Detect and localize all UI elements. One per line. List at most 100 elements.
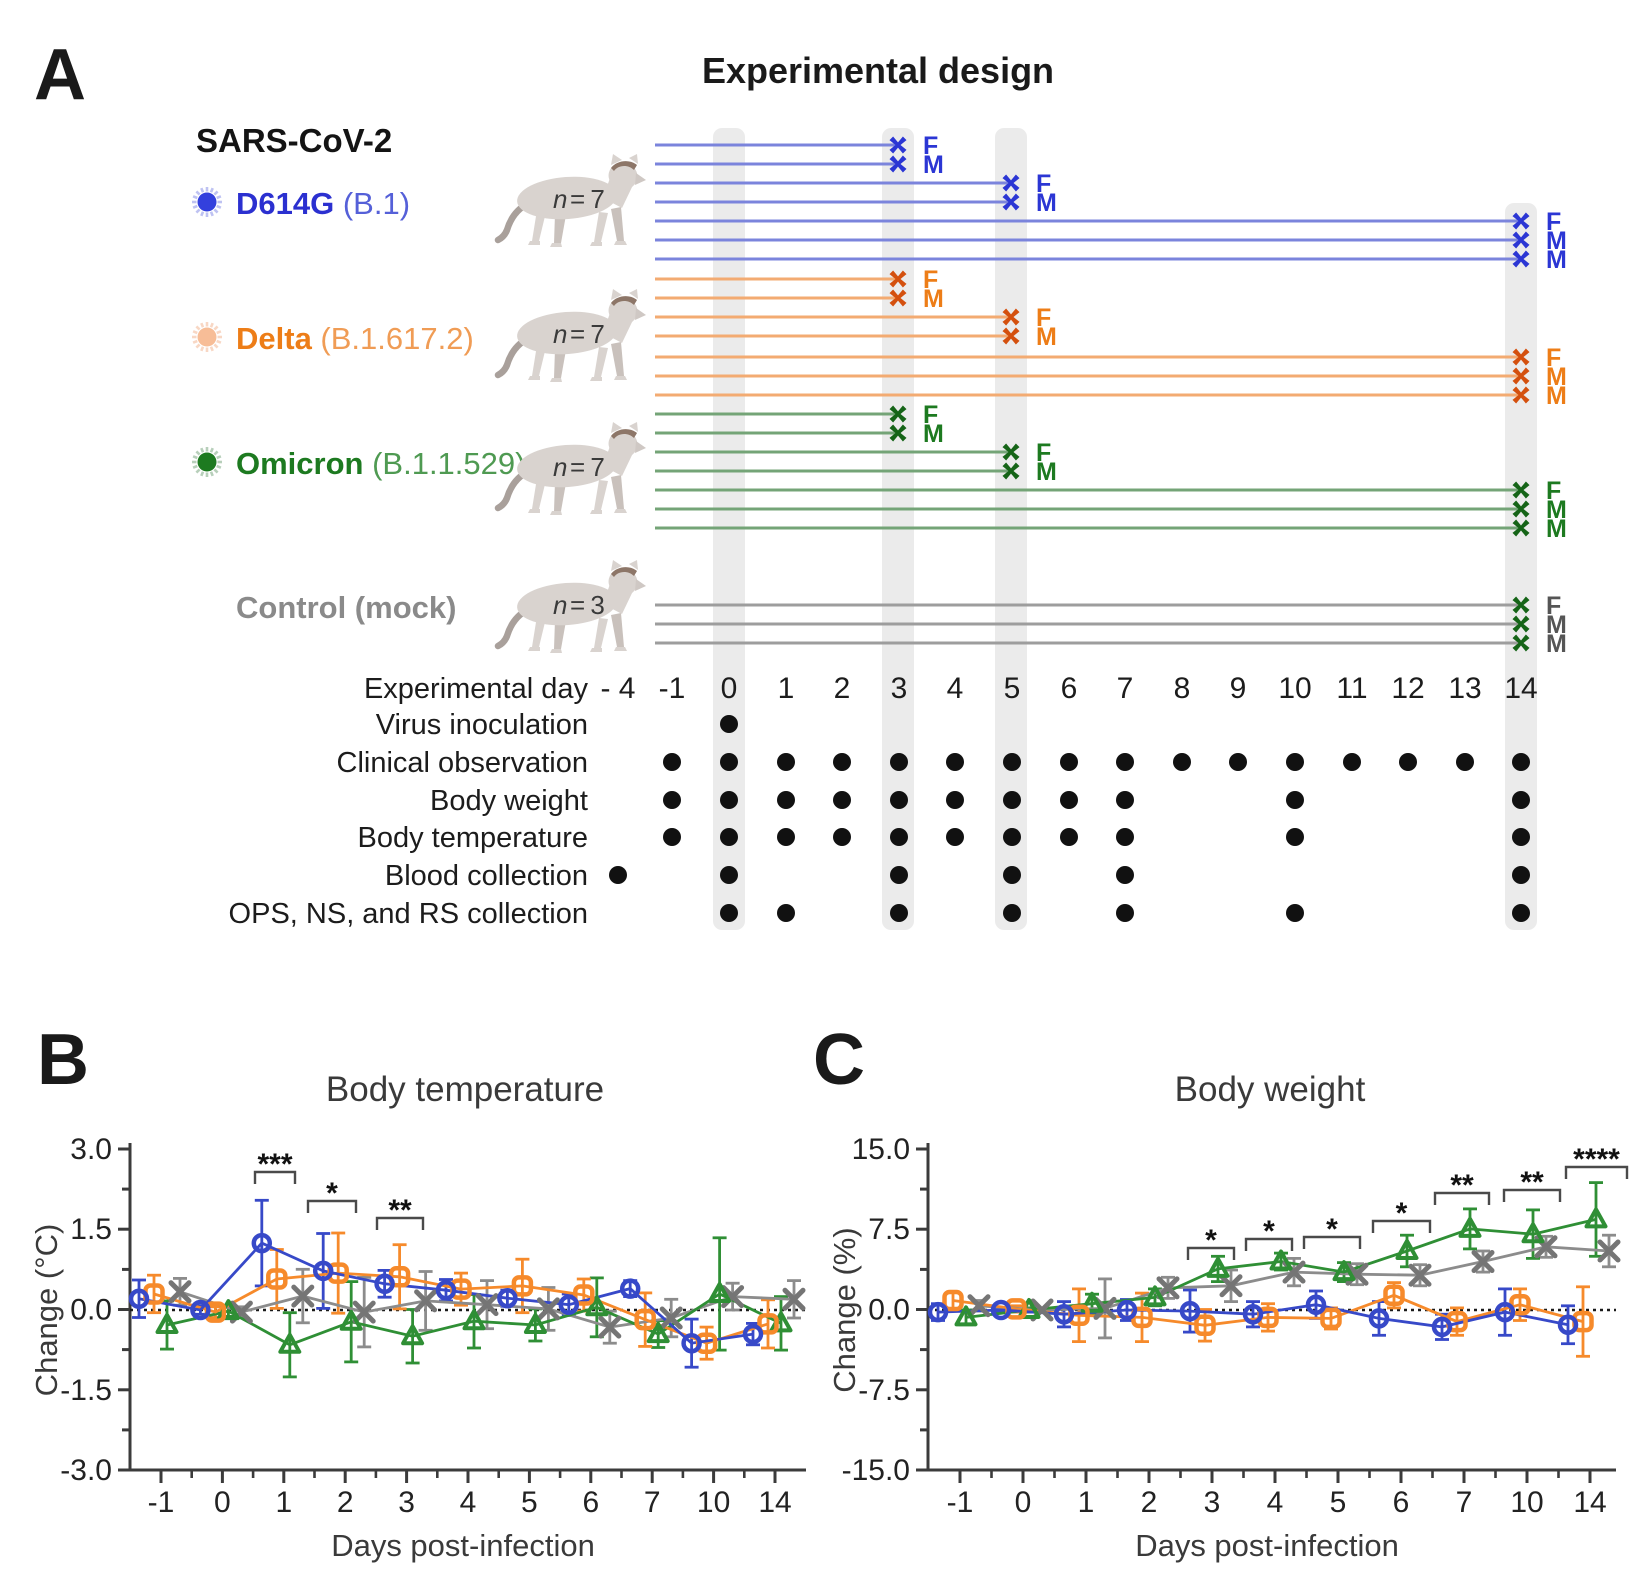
svg-text:= 7: = 7 xyxy=(570,452,605,482)
svg-text:*: * xyxy=(1263,1215,1275,1248)
svg-text:****: **** xyxy=(1573,1143,1620,1176)
svg-text:= 3: = 3 xyxy=(570,590,605,620)
svg-text:M: M xyxy=(1546,227,1567,255)
svg-text:F: F xyxy=(1036,170,1051,198)
svg-text:Control (mock): Control (mock) xyxy=(236,590,456,625)
svg-text:3.0: 3.0 xyxy=(70,1133,112,1166)
svg-text:4: 4 xyxy=(947,672,964,705)
svg-text:-3.0: -3.0 xyxy=(60,1454,112,1487)
svg-text:3: 3 xyxy=(1204,1486,1221,1519)
svg-text:9: 9 xyxy=(1230,672,1247,705)
svg-text:10: 10 xyxy=(1278,672,1311,705)
svg-text:n: n xyxy=(553,319,567,349)
svg-text:5: 5 xyxy=(1330,1486,1347,1519)
svg-text:-1: -1 xyxy=(148,1486,175,1519)
svg-text:M: M xyxy=(923,420,944,448)
svg-text:0.0: 0.0 xyxy=(868,1294,910,1327)
svg-text:A: A xyxy=(34,35,86,115)
svg-text:F: F xyxy=(1036,439,1051,467)
svg-text:0: 0 xyxy=(214,1486,231,1519)
svg-text:*: * xyxy=(1396,1197,1408,1230)
svg-text:1: 1 xyxy=(778,672,795,705)
svg-text:***: *** xyxy=(257,1148,292,1181)
svg-text:2: 2 xyxy=(834,672,851,705)
svg-text:0: 0 xyxy=(721,672,738,705)
svg-text:SARS-CoV-2: SARS-CoV-2 xyxy=(196,122,392,159)
svg-text:n: n xyxy=(553,452,567,482)
svg-text:M: M xyxy=(1546,246,1567,274)
svg-text:**: ** xyxy=(388,1194,412,1227)
svg-text:14: 14 xyxy=(1504,672,1537,705)
svg-text:M: M xyxy=(1036,323,1057,351)
svg-text:= 7: = 7 xyxy=(570,319,605,349)
svg-text:4: 4 xyxy=(460,1486,477,1519)
svg-text:3: 3 xyxy=(398,1486,415,1519)
svg-text:1.5: 1.5 xyxy=(70,1213,112,1246)
svg-text:B: B xyxy=(37,1020,89,1100)
svg-text:M: M xyxy=(1546,515,1567,543)
svg-text:Days post-infection: Days post-infection xyxy=(331,1528,595,1563)
svg-text:5: 5 xyxy=(521,1486,538,1519)
svg-text:-7.5: -7.5 xyxy=(858,1374,910,1407)
svg-text:Change (°C): Change (°C) xyxy=(29,1224,64,1397)
svg-text:Body temperature: Body temperature xyxy=(326,1070,604,1109)
svg-text:OPS, NS, and RS collection: OPS, NS, and RS collection xyxy=(229,898,588,930)
svg-text:-1: -1 xyxy=(659,672,686,705)
svg-text:*: * xyxy=(326,1177,338,1210)
svg-text:**: ** xyxy=(1520,1166,1544,1199)
svg-text:Body temperature: Body temperature xyxy=(357,822,588,854)
svg-text:0.0: 0.0 xyxy=(70,1294,112,1327)
svg-text:-1.5: -1.5 xyxy=(60,1374,112,1407)
svg-text:1: 1 xyxy=(1078,1486,1095,1519)
svg-text:*: * xyxy=(1205,1224,1217,1257)
svg-text:7: 7 xyxy=(644,1486,661,1519)
svg-text:Experimental design: Experimental design xyxy=(702,50,1054,91)
svg-text:8: 8 xyxy=(1174,672,1191,705)
svg-text:F: F xyxy=(923,132,938,160)
svg-text:M: M xyxy=(1036,458,1057,486)
svg-text:M: M xyxy=(1546,611,1567,639)
svg-text:14: 14 xyxy=(758,1486,791,1519)
svg-text:M: M xyxy=(923,151,944,179)
svg-text:F: F xyxy=(1546,477,1561,505)
svg-text:D614G (B.1): D614G (B.1) xyxy=(236,186,410,221)
svg-text:F: F xyxy=(1546,208,1561,236)
svg-text:M: M xyxy=(923,285,944,313)
svg-text:0: 0 xyxy=(1015,1486,1032,1519)
svg-text:Omicron (B.1.1.529): Omicron (B.1.1.529) xyxy=(236,446,525,481)
svg-text:Virus inoculation: Virus inoculation xyxy=(376,709,588,741)
svg-text:F: F xyxy=(923,401,938,429)
svg-text:F: F xyxy=(1036,304,1051,332)
svg-text:6: 6 xyxy=(582,1486,599,1519)
svg-text:**: ** xyxy=(1450,1169,1474,1202)
svg-text:-15.0: -15.0 xyxy=(842,1454,910,1487)
svg-text:= 7: = 7 xyxy=(570,184,605,214)
svg-text:F: F xyxy=(923,266,938,294)
svg-text:2: 2 xyxy=(1141,1486,1158,1519)
svg-text:M: M xyxy=(1036,189,1057,217)
svg-text:15.0: 15.0 xyxy=(852,1133,910,1166)
svg-text:- 4: - 4 xyxy=(600,672,635,705)
svg-text:-1: -1 xyxy=(947,1486,974,1519)
svg-text:Body weight: Body weight xyxy=(430,785,588,817)
svg-text:Days post-infection: Days post-infection xyxy=(1135,1528,1399,1563)
svg-text:7: 7 xyxy=(1117,672,1134,705)
svg-text:1: 1 xyxy=(275,1486,292,1519)
svg-text:Body weight: Body weight xyxy=(1175,1070,1366,1109)
svg-text:14: 14 xyxy=(1573,1486,1606,1519)
svg-text:12: 12 xyxy=(1391,672,1424,705)
svg-text:M: M xyxy=(1546,363,1567,391)
svg-text:Experimental day: Experimental day xyxy=(364,673,589,705)
svg-text:Delta (B.1.617.2): Delta (B.1.617.2) xyxy=(236,321,474,356)
svg-text:6: 6 xyxy=(1061,672,1078,705)
svg-text:F: F xyxy=(1546,344,1561,372)
svg-text:3: 3 xyxy=(891,672,908,705)
svg-text:7: 7 xyxy=(1456,1486,1473,1519)
svg-text:2: 2 xyxy=(337,1486,354,1519)
svg-text:7.5: 7.5 xyxy=(868,1213,910,1246)
svg-text:Blood collection: Blood collection xyxy=(385,860,588,892)
svg-text:4: 4 xyxy=(1267,1486,1284,1519)
svg-text:10: 10 xyxy=(1510,1486,1543,1519)
svg-text:*: * xyxy=(1326,1213,1338,1246)
svg-text:5: 5 xyxy=(1004,672,1021,705)
